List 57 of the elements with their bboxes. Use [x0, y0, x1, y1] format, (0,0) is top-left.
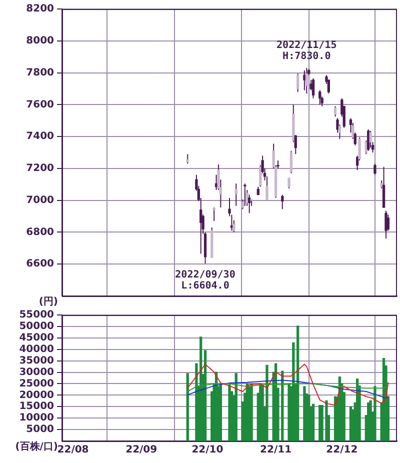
y-tick-label: 50000 [19, 321, 54, 332]
y-tick-label: 6600 [26, 258, 54, 270]
candlestick [312, 78, 315, 99]
y-axis-title: (百株/口) [15, 440, 58, 453]
candlestick [369, 130, 372, 148]
bar [250, 383, 253, 441]
y-tick-label: 5000 [26, 424, 54, 436]
candlestick [281, 194, 284, 210]
candlestick [318, 90, 322, 106]
x-tick-label: 22/12 [326, 444, 358, 456]
y-tick-label: 30000 [19, 366, 54, 378]
bar [186, 373, 189, 441]
bar [204, 350, 207, 441]
candlestick [186, 154, 189, 164]
candlestick [234, 183, 238, 206]
y-tick-label: 35000 [19, 355, 54, 366]
y-tick-label: 7600 [26, 99, 54, 110]
candlestick [212, 207, 216, 222]
bar [296, 326, 300, 441]
x-tick-label: 22/10 [192, 444, 224, 456]
y-tick-label: 15000 [19, 401, 54, 412]
candlestick [334, 106, 337, 118]
candlestick [305, 67, 308, 94]
bar [219, 383, 222, 441]
y-tick-label: 40000 [19, 344, 54, 355]
bar [303, 386, 306, 441]
candlestick [374, 163, 376, 176]
candlestick [327, 79, 330, 94]
candlestick [386, 214, 390, 232]
x-tick-label: 22/11 [260, 444, 292, 456]
x-tick-label: 22/08 [57, 444, 89, 456]
y-tick-label: 10000 [19, 412, 54, 424]
candlestick [248, 194, 251, 214]
x-tick-label: 22/09 [126, 444, 158, 456]
y-tick-label: 55000 [19, 310, 54, 321]
bar [228, 384, 231, 441]
candlestick [296, 73, 300, 92]
candlestick [288, 178, 290, 189]
y-tick-label: 45000 [19, 332, 54, 344]
candlestick [244, 183, 246, 206]
y-tick-label: 25000 [19, 378, 54, 390]
annotation: 2022/09/30 L:6604.0 [175, 270, 236, 292]
y-tick-label: 20000 [19, 390, 54, 401]
y-tick-label: 8200 [26, 4, 54, 15]
candlestick [290, 150, 293, 174]
bar [312, 404, 315, 441]
y-tick-label: 7200 [26, 163, 54, 174]
y-tick-label: 7800 [26, 67, 54, 78]
y-tick-label: 7000 [26, 194, 54, 206]
candlestick [303, 70, 306, 91]
bar [234, 373, 238, 441]
y-axis-title: (円) [38, 296, 58, 308]
candlestick [384, 210, 388, 240]
y-tick-label: 6800 [26, 226, 54, 238]
y-tick-label: 8000 [26, 35, 54, 46]
y-tick-label: 7400 [26, 131, 54, 142]
annotation: 2022/11/15 H:7830.0 [276, 40, 337, 62]
